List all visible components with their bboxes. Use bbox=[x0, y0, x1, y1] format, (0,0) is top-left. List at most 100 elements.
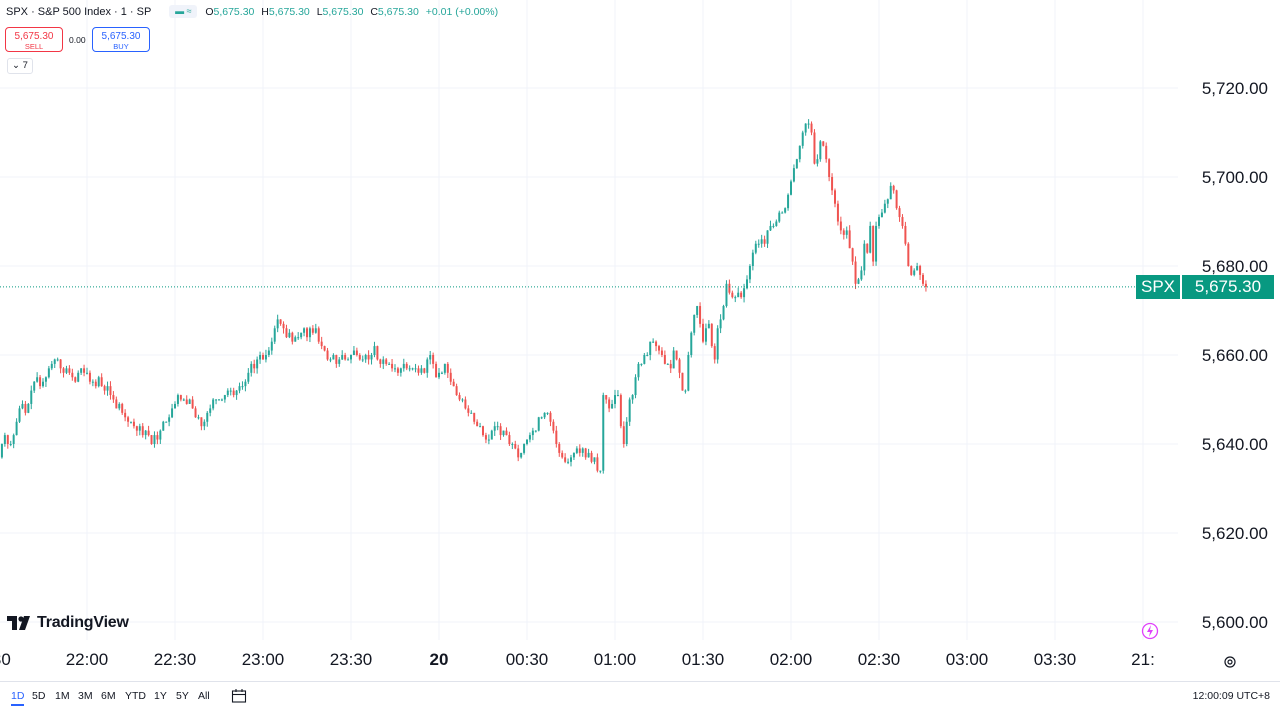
lightning-icon[interactable] bbox=[1141, 622, 1159, 640]
high-label: H bbox=[261, 5, 269, 18]
candle-body bbox=[288, 332, 291, 338]
range-1m[interactable]: 1M bbox=[55, 690, 70, 702]
candle-body bbox=[399, 368, 402, 373]
candle-body bbox=[68, 368, 71, 373]
candle-body bbox=[895, 190, 898, 209]
candle-body bbox=[763, 239, 766, 244]
candle-body bbox=[42, 381, 44, 387]
candle-body bbox=[640, 363, 643, 365]
candle-body bbox=[18, 408, 21, 422]
candle-body bbox=[473, 412, 476, 422]
candle-body bbox=[710, 323, 713, 347]
last-price-symbol-label: SPX bbox=[1136, 275, 1180, 299]
candle-body bbox=[0, 444, 3, 458]
candle-body bbox=[338, 359, 341, 364]
range-1y[interactable]: 1Y bbox=[154, 690, 167, 702]
candle-body bbox=[47, 368, 50, 378]
candle-body bbox=[244, 381, 247, 387]
buy-button[interactable]: 5,675.30 BUY bbox=[92, 27, 150, 52]
candle-body bbox=[426, 359, 429, 373]
candle-body bbox=[687, 355, 690, 391]
candle-body bbox=[235, 390, 238, 396]
x-tick-label: 02:00 bbox=[770, 650, 813, 669]
candle-body bbox=[572, 452, 575, 458]
candle-body bbox=[813, 132, 816, 164]
candle-body bbox=[50, 363, 53, 369]
candle-body bbox=[681, 372, 684, 391]
candle-body bbox=[91, 381, 94, 383]
candle-body bbox=[555, 430, 558, 444]
candle-body bbox=[203, 421, 206, 427]
range-6m[interactable]: 6M bbox=[101, 690, 116, 702]
price-chart[interactable]: 5,600.00 5,620.00 5,640.00 5,660.00 5,680.00… bbox=[0, 0, 1280, 681]
symbol-title[interactable]: SPX · S&P 500 Index · 1 · SP bbox=[6, 5, 152, 18]
x-tick-label: 23:30 bbox=[330, 650, 373, 669]
candle-body bbox=[65, 368, 68, 373]
candle-body bbox=[12, 435, 15, 444]
candle-body bbox=[479, 426, 482, 428]
candle-body bbox=[549, 412, 552, 422]
candle-body bbox=[376, 346, 379, 360]
candle-body bbox=[308, 328, 311, 338]
open-label: O bbox=[205, 5, 214, 18]
indicators-toggle[interactable]: ⌄ 7 bbox=[7, 58, 33, 74]
y-tick-label: 5,600.00 bbox=[1202, 613, 1268, 632]
candle-body bbox=[247, 372, 250, 382]
range-all[interactable]: All bbox=[198, 690, 210, 702]
candle-body bbox=[21, 403, 24, 409]
range-3m[interactable]: 3M bbox=[78, 690, 93, 702]
range-ytd[interactable]: YTD bbox=[125, 690, 146, 702]
candle-body bbox=[347, 359, 350, 361]
candle-body bbox=[511, 444, 514, 445]
candle-body bbox=[226, 390, 229, 396]
candle-body bbox=[176, 395, 179, 404]
sell-button[interactable]: 5,675.30 SELL bbox=[5, 27, 63, 52]
candle-body bbox=[619, 395, 622, 427]
x-tick-label: 03:00 bbox=[946, 650, 989, 669]
calendar-range-icon[interactable] bbox=[231, 688, 247, 704]
candle-body bbox=[611, 403, 614, 409]
gear-icon[interactable] bbox=[1223, 655, 1237, 669]
candle-body bbox=[564, 457, 567, 462]
candle-body bbox=[118, 403, 121, 409]
candle-body bbox=[517, 448, 520, 458]
buy-price: 5,675.30 bbox=[101, 31, 141, 42]
candle-body bbox=[704, 328, 707, 342]
candle-body bbox=[115, 399, 118, 409]
candle-body bbox=[144, 430, 147, 436]
candle-body bbox=[798, 145, 801, 160]
candle-body bbox=[200, 417, 203, 427]
candle-body bbox=[294, 337, 297, 342]
x-tick-label: 01:00 bbox=[594, 650, 637, 669]
candle-body bbox=[147, 430, 150, 436]
candle-body bbox=[291, 332, 294, 342]
range-5y[interactable]: 5Y bbox=[176, 690, 189, 702]
candle-body bbox=[358, 355, 361, 360]
candle-body bbox=[130, 421, 132, 423]
indicator-icon[interactable]: ▬ ≈ bbox=[169, 5, 198, 18]
candle-body bbox=[206, 412, 209, 422]
candle-body bbox=[875, 225, 878, 262]
candle-body bbox=[461, 399, 464, 401]
candle-body bbox=[493, 426, 496, 431]
candle-body bbox=[919, 266, 922, 275]
x-tick-label: 00:30 bbox=[506, 650, 549, 669]
clock: 12:00:09 UTC+8 bbox=[1192, 690, 1270, 702]
range-1d[interactable]: 1D bbox=[11, 690, 25, 706]
candle-body bbox=[9, 444, 12, 445]
tradingview-logo[interactable]: TradingView bbox=[7, 614, 129, 632]
candle-body bbox=[141, 426, 144, 436]
candle-body bbox=[215, 399, 218, 401]
candle-body bbox=[124, 412, 127, 418]
last-price-label: 5,675.30 bbox=[1182, 275, 1274, 299]
candle-body bbox=[220, 399, 223, 401]
candle-body bbox=[420, 368, 423, 373]
candle-body bbox=[880, 212, 883, 218]
candle-body bbox=[649, 341, 652, 355]
candle-body bbox=[162, 421, 165, 431]
candle-body bbox=[326, 350, 329, 360]
candle-body bbox=[801, 132, 804, 146]
range-5d[interactable]: 5D bbox=[32, 690, 46, 702]
candle-body bbox=[476, 421, 479, 427]
candle-body bbox=[778, 212, 781, 222]
